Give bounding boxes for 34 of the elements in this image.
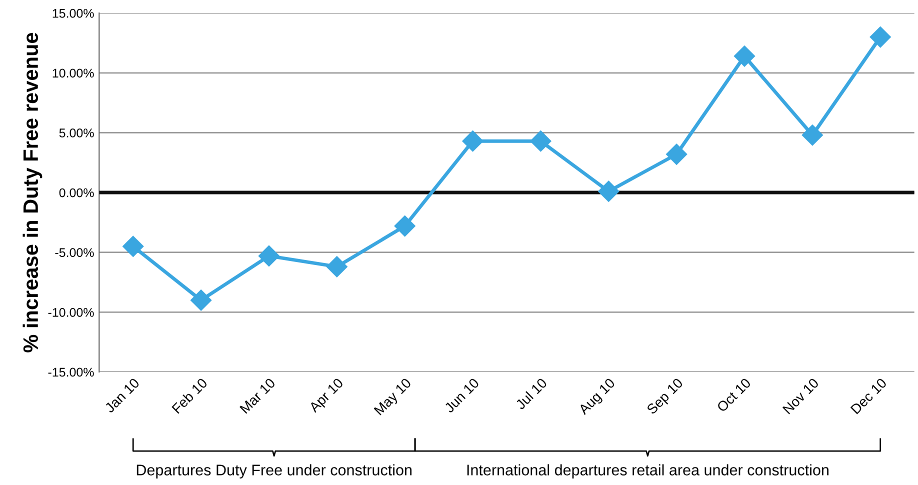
x-tick-label: Mar 10 — [239, 377, 276, 414]
y-tick-label: -5.00% — [55, 248, 94, 258]
x-tick-label: Dec 10 — [850, 378, 888, 414]
x-tick-label: Oct 10 — [716, 378, 752, 413]
y-tick-label: 5.00% — [59, 128, 94, 138]
point — [666, 144, 688, 165]
x-tick-label: Aug 10 — [578, 378, 618, 418]
point — [598, 180, 620, 202]
point — [802, 124, 823, 146]
x-tick-label: Jul 10 — [514, 377, 548, 410]
x-tick-label: Jun 10 — [444, 377, 480, 414]
text: International departures retail area under construction — [467, 464, 828, 478]
point — [190, 290, 212, 311]
point — [870, 26, 891, 48]
y-tick-label: 15.00% — [52, 8, 94, 18]
point — [258, 245, 280, 266]
x-tick-label: Sep 10 — [646, 378, 686, 417]
y-tick-label: 10.00% — [52, 68, 94, 78]
x-tick-label: Feb 10 — [171, 377, 208, 414]
y-tick-label: 0.00% — [59, 188, 94, 198]
point — [326, 256, 348, 278]
point — [462, 130, 484, 152]
y-tick-label: -10.00% — [48, 308, 94, 317]
y-axis-title: % increase in Duty Free revenue — [22, 32, 42, 352]
x-tick-label: Apr 10 — [308, 378, 346, 415]
x-tick-label: Jan 10 — [104, 377, 140, 414]
point — [530, 130, 552, 152]
point — [394, 216, 416, 237]
point — [122, 236, 144, 257]
point — [734, 46, 756, 67]
x-tick-label: May 10 — [374, 377, 414, 418]
y-tick-label: -15.00% — [48, 368, 94, 377]
x-tick-label: Nov 10 — [782, 378, 820, 414]
text: Departures Duty Free under construction — [136, 464, 412, 478]
